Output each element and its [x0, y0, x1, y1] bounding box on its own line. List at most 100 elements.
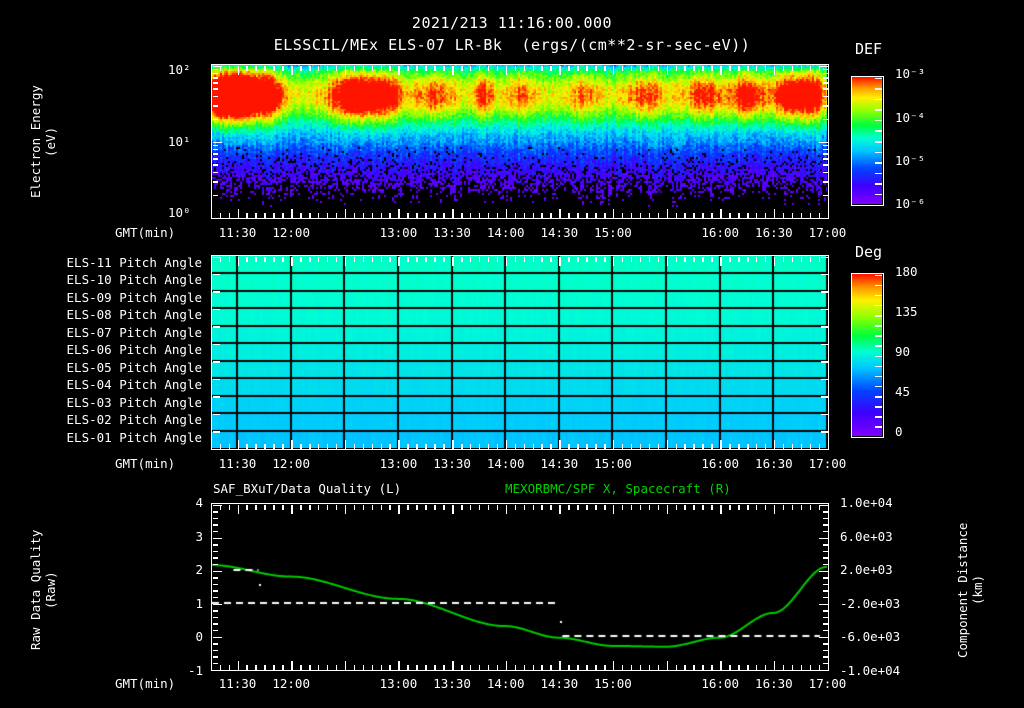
def-colorbar-label-5: 10⁻⁵ [895, 153, 926, 168]
colorbar-tick [875, 385, 882, 388]
plot-title-date: 2021/213 11:16:00.000 [411, 14, 613, 32]
spectrogram-plot-area [211, 64, 829, 219]
spectrogram-canvas [212, 65, 827, 217]
colorbar-tick [875, 284, 882, 287]
x-tick-label: 16:00 [701, 456, 740, 471]
pitch-angle-row-label: ELS-02 Pitch Angle [66, 412, 202, 427]
colorbar-tick [875, 406, 882, 408]
pitch-angle-plot-area [211, 255, 829, 450]
x-tick-label: 17:00 [808, 676, 847, 691]
x-tick-label: 16:00 [701, 225, 740, 240]
pitch-angle-row-label: ELS-08 Pitch Angle [66, 307, 202, 322]
x-tick-label: 11:30 [218, 456, 257, 471]
x-tick-label: 15:00 [594, 456, 632, 471]
quality-right-tick-label: -2.0e+03 [840, 595, 901, 611]
deg-colorbar-label-45: 45 [895, 384, 911, 399]
quality-legend-right: MEXORBMC/SPF X, Spacecraft (R) [505, 481, 731, 496]
quality-left-tick-label: 1 [195, 595, 203, 611]
quality-ylabel-left: Raw Data Quality (Raw) [28, 529, 58, 651]
quality-right-tick-label: 2.0e+03 [840, 562, 893, 578]
deg-colorbar-label-0: 0 [895, 424, 903, 439]
def-colorbar-label-6: 10⁻⁶ [895, 196, 926, 211]
colorbar-tick [875, 274, 882, 276]
spectrogram-ylabel: Electron Energy (eV) [28, 85, 58, 199]
deg-colorbar-label-90: 90 [895, 344, 911, 359]
quality-plot-area [211, 503, 829, 671]
x-tick-label: 14:30 [540, 676, 579, 691]
pitch-angle-row-label: ELS-01 Pitch Angle [66, 430, 202, 445]
colorbar-tick [875, 355, 882, 357]
x-tick-label: 13:00 [379, 225, 418, 240]
x-tick-label: 12:00 [272, 676, 310, 691]
pitch-angle-row-label: ELS-07 Pitch Angle [66, 325, 202, 340]
x-tick-label: 14:00 [486, 676, 525, 691]
x-tick-label: 14:30 [540, 456, 579, 471]
x-tick-label: 16:30 [755, 456, 793, 471]
x-tick-label: 15:00 [594, 676, 632, 691]
quality-xlabel: GMT(min) [115, 676, 176, 691]
quality-right-tick-label: 6.0e+03 [840, 528, 893, 544]
pitch-angle-row-label: ELS-10 Pitch Angle [66, 272, 202, 287]
colorbar-tick [875, 304, 882, 307]
quality-right-tick-label: -1.0e+04 [840, 663, 901, 678]
x-tick-label: 14:00 [486, 456, 525, 471]
colorbar-tick [875, 345, 882, 347]
quality-ylabel-right: Component Distance (km) [955, 522, 985, 658]
pitch-angle-xlabel: GMT(min) [115, 456, 176, 471]
quality-left-tick-label: 2 [195, 562, 203, 578]
def-colorbar-ticks [851, 76, 884, 206]
def-colorbar-gradient [852, 77, 882, 204]
colorbar-tick [875, 396, 882, 398]
colorbar-tick [875, 335, 882, 337]
colorbar-tick [875, 204, 882, 206]
colorbar-tick [875, 88, 882, 90]
def-colorbar-label-3: 10⁻³ [895, 66, 926, 81]
x-tick-label: 13:00 [379, 456, 418, 471]
spectrogram-xtick-labels: 11:30 12:00 13:00 13:30 14:00 14:30 15:00 16:00… [0, 225, 1024, 243]
colorbar-tick [875, 426, 882, 428]
colorbar-tick [875, 325, 882, 327]
x-tick-label: 13:00 [379, 676, 418, 691]
deg-colorbar-label-135: 135 [895, 304, 918, 319]
x-tick-label: 16:30 [755, 676, 793, 691]
quality-right-tick-label: -6.0e+03 [840, 629, 901, 645]
spectrogram-ytick-2: 10² [168, 62, 191, 77]
spectrogram-ytick-1: 10¹ [168, 134, 191, 149]
deg-colorbar-title: Deg [855, 243, 883, 261]
x-tick-label: 13:30 [433, 225, 471, 240]
spectrogram-xlabel: GMT(min) [115, 225, 176, 240]
quality-xtick-labels: 11:30 12:00 13:00 13:30 14:00 14:30 15:00 16:00… [0, 676, 1024, 694]
deg-colorbar-ticks [851, 273, 884, 438]
deg-colorbar [851, 273, 884, 438]
quality-left-tick-label: 4 [195, 495, 203, 510]
quality-left-tick-label: 3 [195, 528, 203, 544]
colorbar-tick [875, 130, 882, 132]
colorbar-tick [875, 416, 882, 418]
spectrogram-ytick-0: 10⁰ [168, 205, 191, 220]
x-tick-label: 12:00 [272, 225, 310, 240]
quality-left-tick-label: 0 [195, 629, 203, 645]
x-tick-label: 11:30 [218, 676, 257, 691]
quality-left-tick-label: -1 [187, 663, 203, 678]
x-tick-label: 16:30 [755, 225, 793, 240]
colorbar-tick [875, 119, 882, 122]
pitch-angle-canvas [212, 256, 827, 448]
x-tick-label: 14:30 [540, 225, 579, 240]
x-tick-label: 17:00 [808, 456, 847, 471]
colorbar-tick [875, 151, 882, 154]
colorbar-tick [875, 109, 882, 111]
x-tick-label: 13:30 [433, 456, 471, 471]
quality-legend-left: SAF_BXuT/Data Quality (L) [213, 481, 402, 496]
colorbar-tick [875, 315, 882, 317]
colorbar-tick [875, 436, 882, 438]
pitch-angle-xtick-labels: 11:30 12:00 13:00 13:30 14:00 14:30 15:00 16:00… [0, 456, 1024, 474]
x-tick-label: 14:00 [486, 225, 525, 240]
colorbar-tick [875, 98, 882, 101]
deg-colorbar-label-180: 180 [895, 264, 918, 279]
quality-right-tick-label: 1.0e+04 [840, 495, 893, 510]
colorbar-tick [875, 193, 882, 196]
x-tick-label: 11:30 [218, 225, 257, 240]
x-tick-label: 12:00 [272, 456, 310, 471]
colorbar-tick [875, 77, 882, 79]
def-colorbar-label-4: 10⁻⁴ [895, 110, 926, 125]
